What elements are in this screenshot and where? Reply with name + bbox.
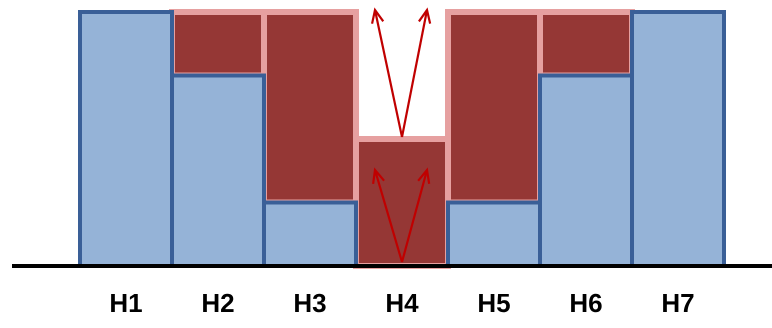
bar-label-h4: H4 (385, 288, 419, 318)
bar-h3 (262, 200, 358, 268)
bar-label-h6: H6 (569, 288, 602, 318)
arrow-lower-left (372, 167, 404, 263)
water-layer (169, 9, 635, 269)
bar-label-h1: H1 (109, 288, 142, 318)
bar-h5 (446, 200, 542, 268)
bar-h7 (630, 10, 726, 268)
bar-label-h5: H5 (477, 288, 510, 318)
labels-layer: H1 H2 H3 H4 H5 H6 H7 (109, 288, 694, 318)
bar-h2 (170, 73, 266, 268)
arrow-lower-right (400, 167, 431, 263)
water-block-h2 (169, 9, 267, 79)
bar-h6 (538, 73, 634, 268)
arrow-upper-right (400, 7, 432, 138)
bar-h1 (78, 10, 174, 268)
water-block-h5 (445, 9, 543, 206)
bar-label-h3: H3 (293, 288, 326, 318)
bar-label-h2: H2 (201, 288, 234, 318)
arrows-layer (370, 7, 432, 263)
water-block-h3 (261, 9, 359, 206)
bar-label-h7: H7 (661, 288, 694, 318)
arrow-upper-left (370, 7, 404, 138)
water-block-h6 (537, 9, 635, 79)
water-block-h4 (353, 136, 451, 269)
